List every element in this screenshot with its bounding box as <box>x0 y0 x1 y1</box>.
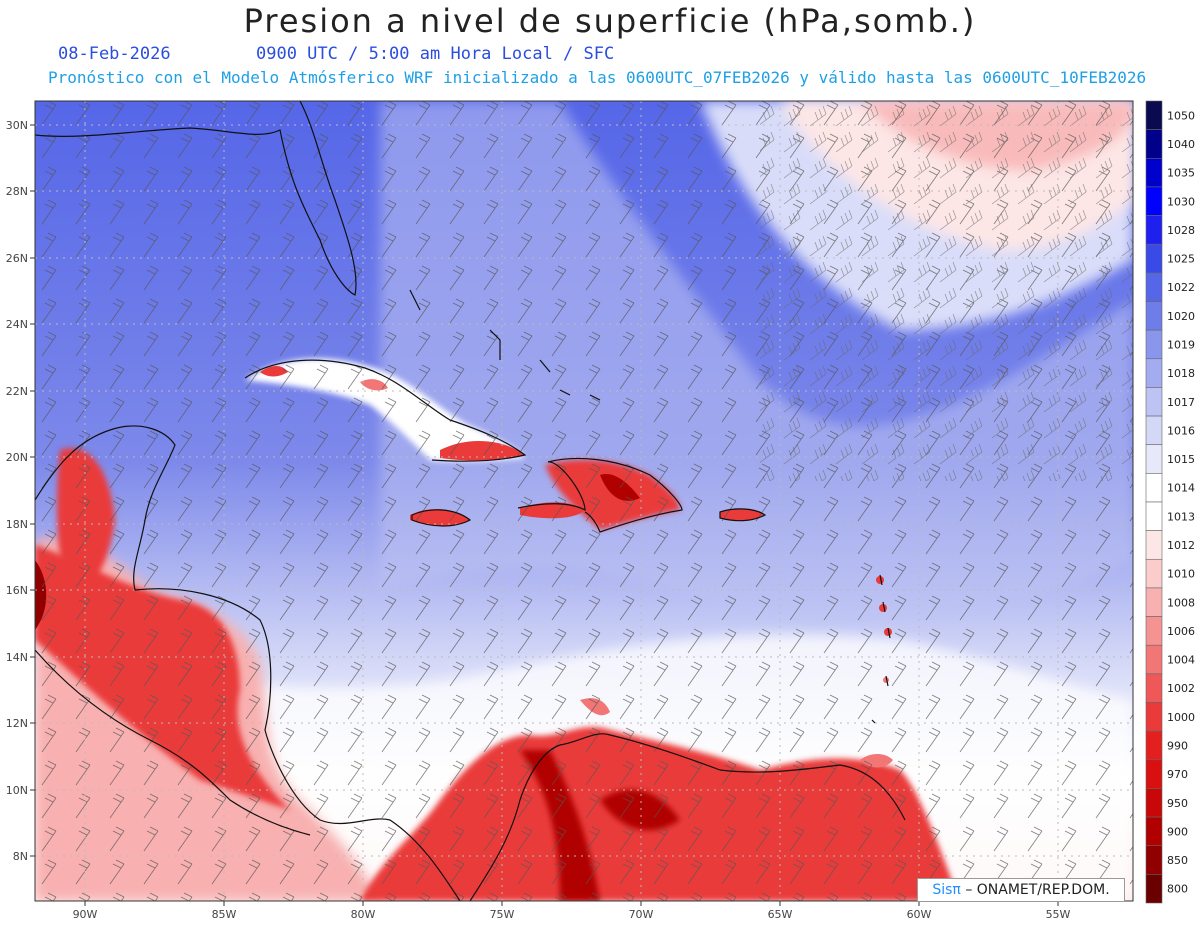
pressure-colorbar: 1050 1040 1035 1030 1028 1025 1022 1020 1019 1018… <box>1145 100 1195 904</box>
colorbar-swatch <box>1145 702 1163 732</box>
colorbar-label: 1014 <box>1167 482 1195 495</box>
lat-label: 24N <box>6 318 28 331</box>
lat-label: 28N <box>6 185 28 198</box>
lat-label: 12N <box>6 717 28 730</box>
colorbar-label: 1025 <box>1167 253 1195 266</box>
lat-label: 16N <box>6 584 28 597</box>
colorbar-swatch <box>1145 301 1163 331</box>
lon-label: 65W <box>768 908 793 921</box>
colorbar-swatch <box>1145 157 1163 188</box>
colorbar-swatch <box>1145 243 1163 274</box>
colorbar-label: 1022 <box>1167 281 1195 294</box>
colorbar-swatch <box>1145 874 1163 904</box>
lat-label: 22N <box>6 385 28 398</box>
credit-box: Sisπ – ONAMET/REP.DOM. <box>917 878 1125 902</box>
colorbar-swatch <box>1145 100 1163 130</box>
colorbar-label: 1012 <box>1167 539 1195 552</box>
colorbar-swatch <box>1145 473 1163 503</box>
colorbar-label: 1015 <box>1167 453 1195 466</box>
lon-label: 80W <box>351 908 376 921</box>
colorbar-label: 1013 <box>1167 510 1195 523</box>
colorbar-label: 1019 <box>1167 338 1195 351</box>
pressure-map: 30N 28N 26N 24N 22N 20N 18N 16N 14N 12N … <box>6 100 1195 921</box>
colorbar-label: 950 <box>1167 797 1188 810</box>
colorbar-swatch <box>1145 387 1163 417</box>
colorbar-swatch <box>1145 329 1163 360</box>
lon-label: 75W <box>490 908 515 921</box>
colorbar-swatch <box>1145 587 1163 617</box>
colorbar-label: 900 <box>1167 825 1188 838</box>
credit-text: – ONAMET/REP.DOM. <box>965 882 1110 898</box>
colorbar-swatch <box>1145 788 1163 818</box>
colorbar-label: 1004 <box>1167 654 1195 667</box>
colorbar-swatch <box>1145 415 1163 446</box>
colorbar-swatch <box>1145 501 1163 531</box>
colorbar-swatch <box>1145 186 1163 216</box>
colorbar-label: 1020 <box>1167 310 1195 323</box>
colorbar-label: 800 <box>1167 883 1188 896</box>
colorbar-swatch <box>1145 673 1163 703</box>
colorbar-swatch <box>1145 530 1163 560</box>
lon-label: 90W <box>73 908 98 921</box>
coastlines <box>35 101 906 901</box>
colorbar-label: 1000 <box>1167 711 1195 724</box>
colorbar-label: 1002 <box>1167 682 1195 695</box>
lon-label: 55W <box>1046 908 1071 921</box>
map-title: Presion a nivel de superficie (hPa,somb.… <box>243 2 977 40</box>
lat-label: 8N <box>13 850 28 863</box>
colorbar-label: 1028 <box>1167 224 1195 237</box>
lat-label: 26N <box>6 252 28 265</box>
colorbar-label: 970 <box>1167 768 1188 781</box>
forecast-time: 0900 UTC / 5:00 am Hora Local / SFC <box>256 44 615 64</box>
lon-label: 85W <box>212 908 237 921</box>
colorbar-swatch <box>1145 358 1163 388</box>
lat-label: 20N <box>6 451 28 464</box>
lon-label: 70W <box>629 908 654 921</box>
colorbar-swatch <box>1145 616 1163 646</box>
colorbar-label: 1008 <box>1167 596 1195 609</box>
lat-lon-grid <box>35 101 1133 901</box>
lat-label: 30N <box>6 119 28 132</box>
forecast-date: 08-Feb-2026 <box>58 44 171 64</box>
colorbar-label: 850 <box>1167 854 1188 867</box>
colorbar-label: 1018 <box>1167 367 1195 380</box>
colorbar-label: 1006 <box>1167 625 1195 638</box>
colorbar-swatch <box>1145 272 1163 302</box>
colorbar-label: 1030 <box>1167 195 1195 208</box>
colorbar-label: 1017 <box>1167 396 1195 409</box>
credit-brand: Sisπ <box>932 882 961 898</box>
colorbar-label: 990 <box>1167 739 1188 752</box>
colorbar-label: 1050 <box>1167 109 1195 122</box>
colorbar-swatch <box>1145 558 1163 589</box>
lat-label: 14N <box>6 651 28 664</box>
colorbar-swatch <box>1145 129 1163 159</box>
colorbar-label: 1040 <box>1167 138 1195 151</box>
model-info: Pronóstico con el Modelo Atmósferico WRF… <box>48 68 1147 87</box>
colorbar-swatch <box>1145 444 1163 474</box>
colorbar-swatch <box>1145 816 1163 847</box>
lon-label: 60W <box>907 908 932 921</box>
colorbar-label: 1035 <box>1167 167 1195 180</box>
colorbar-swatch <box>1145 759 1163 789</box>
colorbar-swatch <box>1145 730 1163 761</box>
lat-label: 18N <box>6 518 28 531</box>
colorbar-swatch <box>1145 845 1163 875</box>
colorbar-label: 1016 <box>1167 424 1195 437</box>
lat-label: 10N <box>6 784 28 797</box>
colorbar-swatch <box>1145 215 1163 245</box>
colorbar-swatch <box>1145 644 1163 675</box>
colorbar-label: 1010 <box>1167 568 1195 581</box>
